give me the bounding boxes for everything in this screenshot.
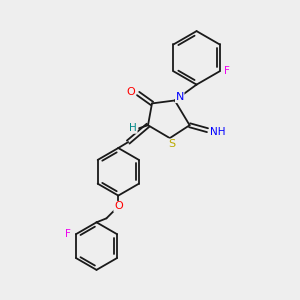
Text: N: N <box>176 92 184 103</box>
Text: O: O <box>114 202 123 212</box>
Text: F: F <box>224 66 230 76</box>
Text: F: F <box>65 229 71 239</box>
Text: O: O <box>127 86 136 97</box>
Text: H: H <box>129 123 137 133</box>
Text: NH: NH <box>210 127 225 137</box>
Text: S: S <box>168 139 175 149</box>
